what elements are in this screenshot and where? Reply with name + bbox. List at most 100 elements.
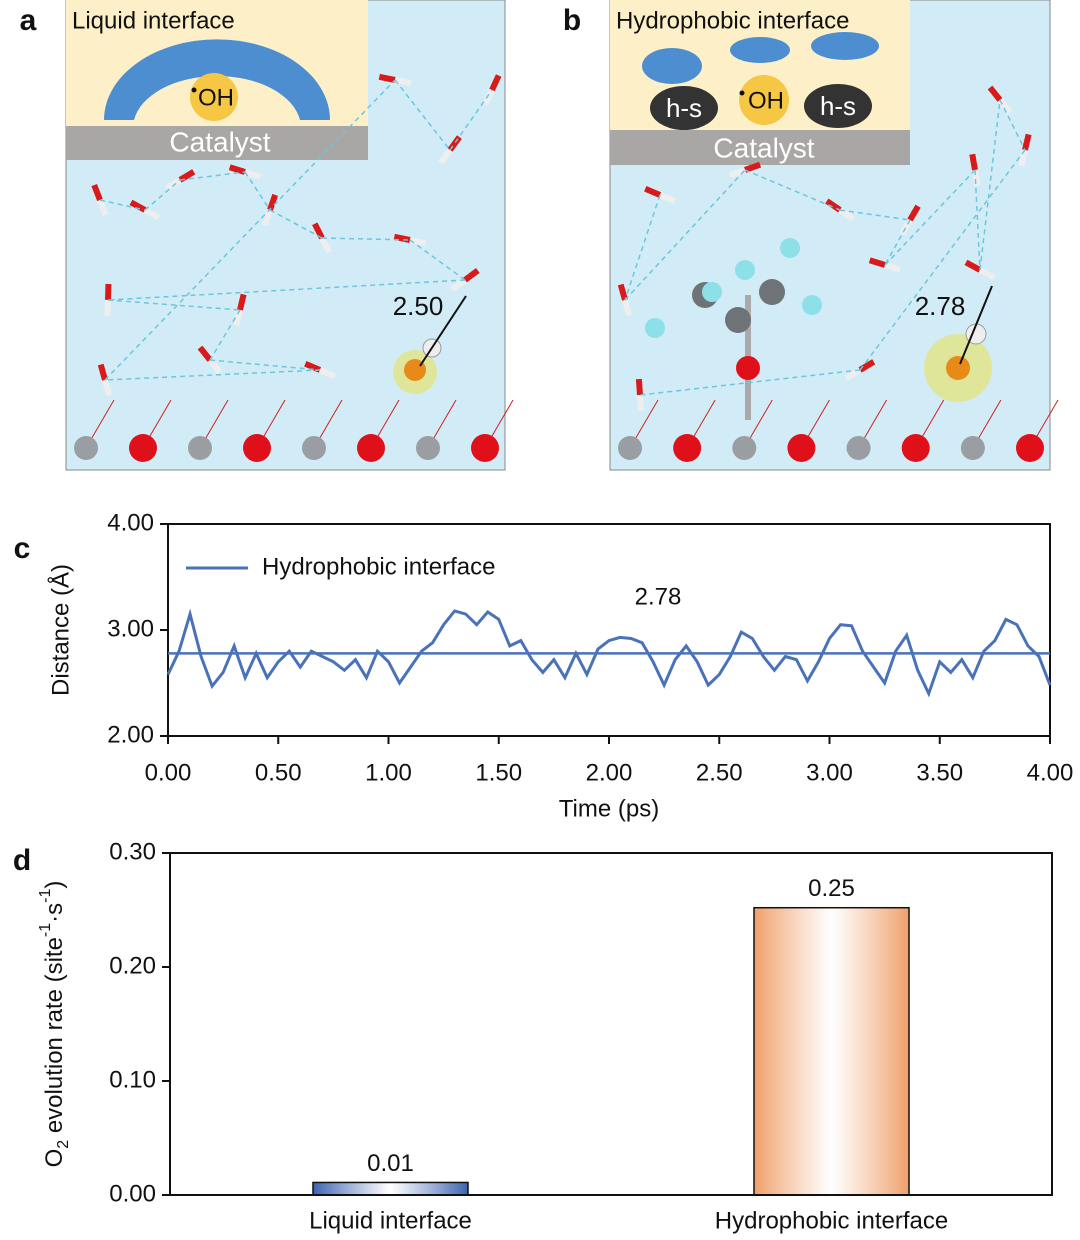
bar <box>312 1181 469 1196</box>
oxygen <box>901 434 930 462</box>
water-bond <box>97 198 109 216</box>
hydrogen-bond <box>144 179 181 211</box>
hydrogen-bond <box>209 359 321 371</box>
panel-label: b <box>563 4 581 37</box>
water-bond <box>489 74 502 92</box>
x-tick-label: 1.00 <box>365 759 412 786</box>
carbon <box>759 279 785 305</box>
water-bond <box>482 88 495 106</box>
water-bond <box>178 169 196 183</box>
plot-frame <box>167 523 1051 737</box>
metal <box>74 436 98 460</box>
radical <box>739 75 789 125</box>
x-tick-label: 3.50 <box>916 759 963 786</box>
legend-label: Hydrophobic interface <box>262 553 495 580</box>
x-tick-label: 4.00 <box>1027 759 1074 786</box>
fluorine <box>645 318 665 338</box>
water-bond <box>463 268 480 283</box>
water-bond <box>969 153 978 171</box>
oxygen <box>673 434 702 462</box>
hydrogen-bond <box>624 169 746 301</box>
catalyst-label: Catalyst <box>713 132 814 163</box>
water-bond <box>617 283 628 301</box>
oxygen <box>736 356 760 380</box>
metal <box>960 436 985 460</box>
water-bond <box>164 177 182 191</box>
radical-label: OH <box>748 87 784 114</box>
y-axis-label: Distance (Å) <box>46 564 74 696</box>
distance-label: 2.78 <box>915 291 966 321</box>
catalyst-label: Catalyst <box>169 126 270 157</box>
y-tick-label: 0.00 <box>109 1180 156 1207</box>
y-axis-label-part: -1 <box>37 923 54 937</box>
hydrogen-bond <box>979 99 1001 271</box>
oxygen <box>471 434 499 462</box>
water-bond <box>233 309 243 327</box>
y-tick-label: 4.00 <box>107 509 154 536</box>
oxygen <box>243 434 271 462</box>
hydrogen-bond <box>104 79 396 381</box>
hydrogen-bond <box>859 149 1026 371</box>
oxygen <box>129 434 157 462</box>
water-bond <box>884 262 902 273</box>
fluorine <box>802 295 822 315</box>
water-bond <box>394 77 412 87</box>
x-tick-label: 2.00 <box>586 759 633 786</box>
radical <box>190 73 238 121</box>
water-bond <box>658 192 676 204</box>
distance-arrow <box>419 295 467 367</box>
hydrogen-bond <box>269 209 323 239</box>
water-bond <box>304 361 322 373</box>
water-bond <box>644 186 662 198</box>
x-tick-label: Liquid interface <box>309 1207 472 1234</box>
water-bond <box>129 199 147 213</box>
y-axis-label-part: O <box>41 1149 68 1168</box>
water-bond <box>197 345 213 362</box>
hydrogen-bond <box>394 79 451 151</box>
hydrogen-bond <box>179 171 246 181</box>
water-bond <box>450 277 467 292</box>
metal <box>302 436 326 460</box>
hydrogen-bond <box>107 299 241 311</box>
water-bond <box>318 367 336 379</box>
y-tick-label: 0.30 <box>109 838 156 865</box>
fluorine <box>780 238 800 258</box>
oxygen <box>787 434 816 462</box>
hydrogen-bond <box>209 309 241 361</box>
water-bond <box>378 73 396 83</box>
panel-a: a Liquid interface OH Catalyst 2.50 <box>20 0 514 471</box>
catalyst-bar <box>66 126 368 160</box>
x-tick-label: 2.50 <box>696 759 743 786</box>
x-tick-label: 3.00 <box>806 759 853 786</box>
value-label: 0.01 <box>367 1150 414 1177</box>
y-tick-label: 0.20 <box>109 952 156 979</box>
reference-label: 2.78 <box>635 584 682 611</box>
water-bond <box>844 367 862 381</box>
x-tick-label: 0.00 <box>145 759 192 786</box>
metal <box>732 436 757 460</box>
x-tick-label: 0.50 <box>255 759 302 786</box>
panel-b: b Hydrophobic interface h-s h-s OH Catal… <box>563 0 1059 471</box>
y-tick-label: 3.00 <box>107 615 154 642</box>
water-bond <box>1022 133 1032 151</box>
y-axis-label-part: ·s <box>41 903 68 923</box>
y-axis-label-part: evolution rate (site <box>41 937 68 1140</box>
water-bond <box>143 207 161 221</box>
water-bond <box>907 204 921 222</box>
hydrogen-bond <box>999 99 1026 151</box>
water-bond <box>622 299 633 317</box>
water-bond <box>244 169 262 180</box>
hydrogen-bond <box>409 239 466 281</box>
carbon <box>725 307 751 333</box>
water-bond <box>409 237 427 247</box>
hydrogen-bond <box>884 169 976 266</box>
oxygen <box>1016 434 1044 462</box>
water-bond <box>312 222 325 240</box>
water-cluster <box>642 48 702 84</box>
oxygen <box>357 434 385 462</box>
water-bond <box>97 363 108 381</box>
inset-title: Hydrophobic interface <box>616 7 849 34</box>
water-bond <box>978 267 996 281</box>
water-cluster <box>811 32 879 60</box>
water-bond <box>743 161 762 173</box>
